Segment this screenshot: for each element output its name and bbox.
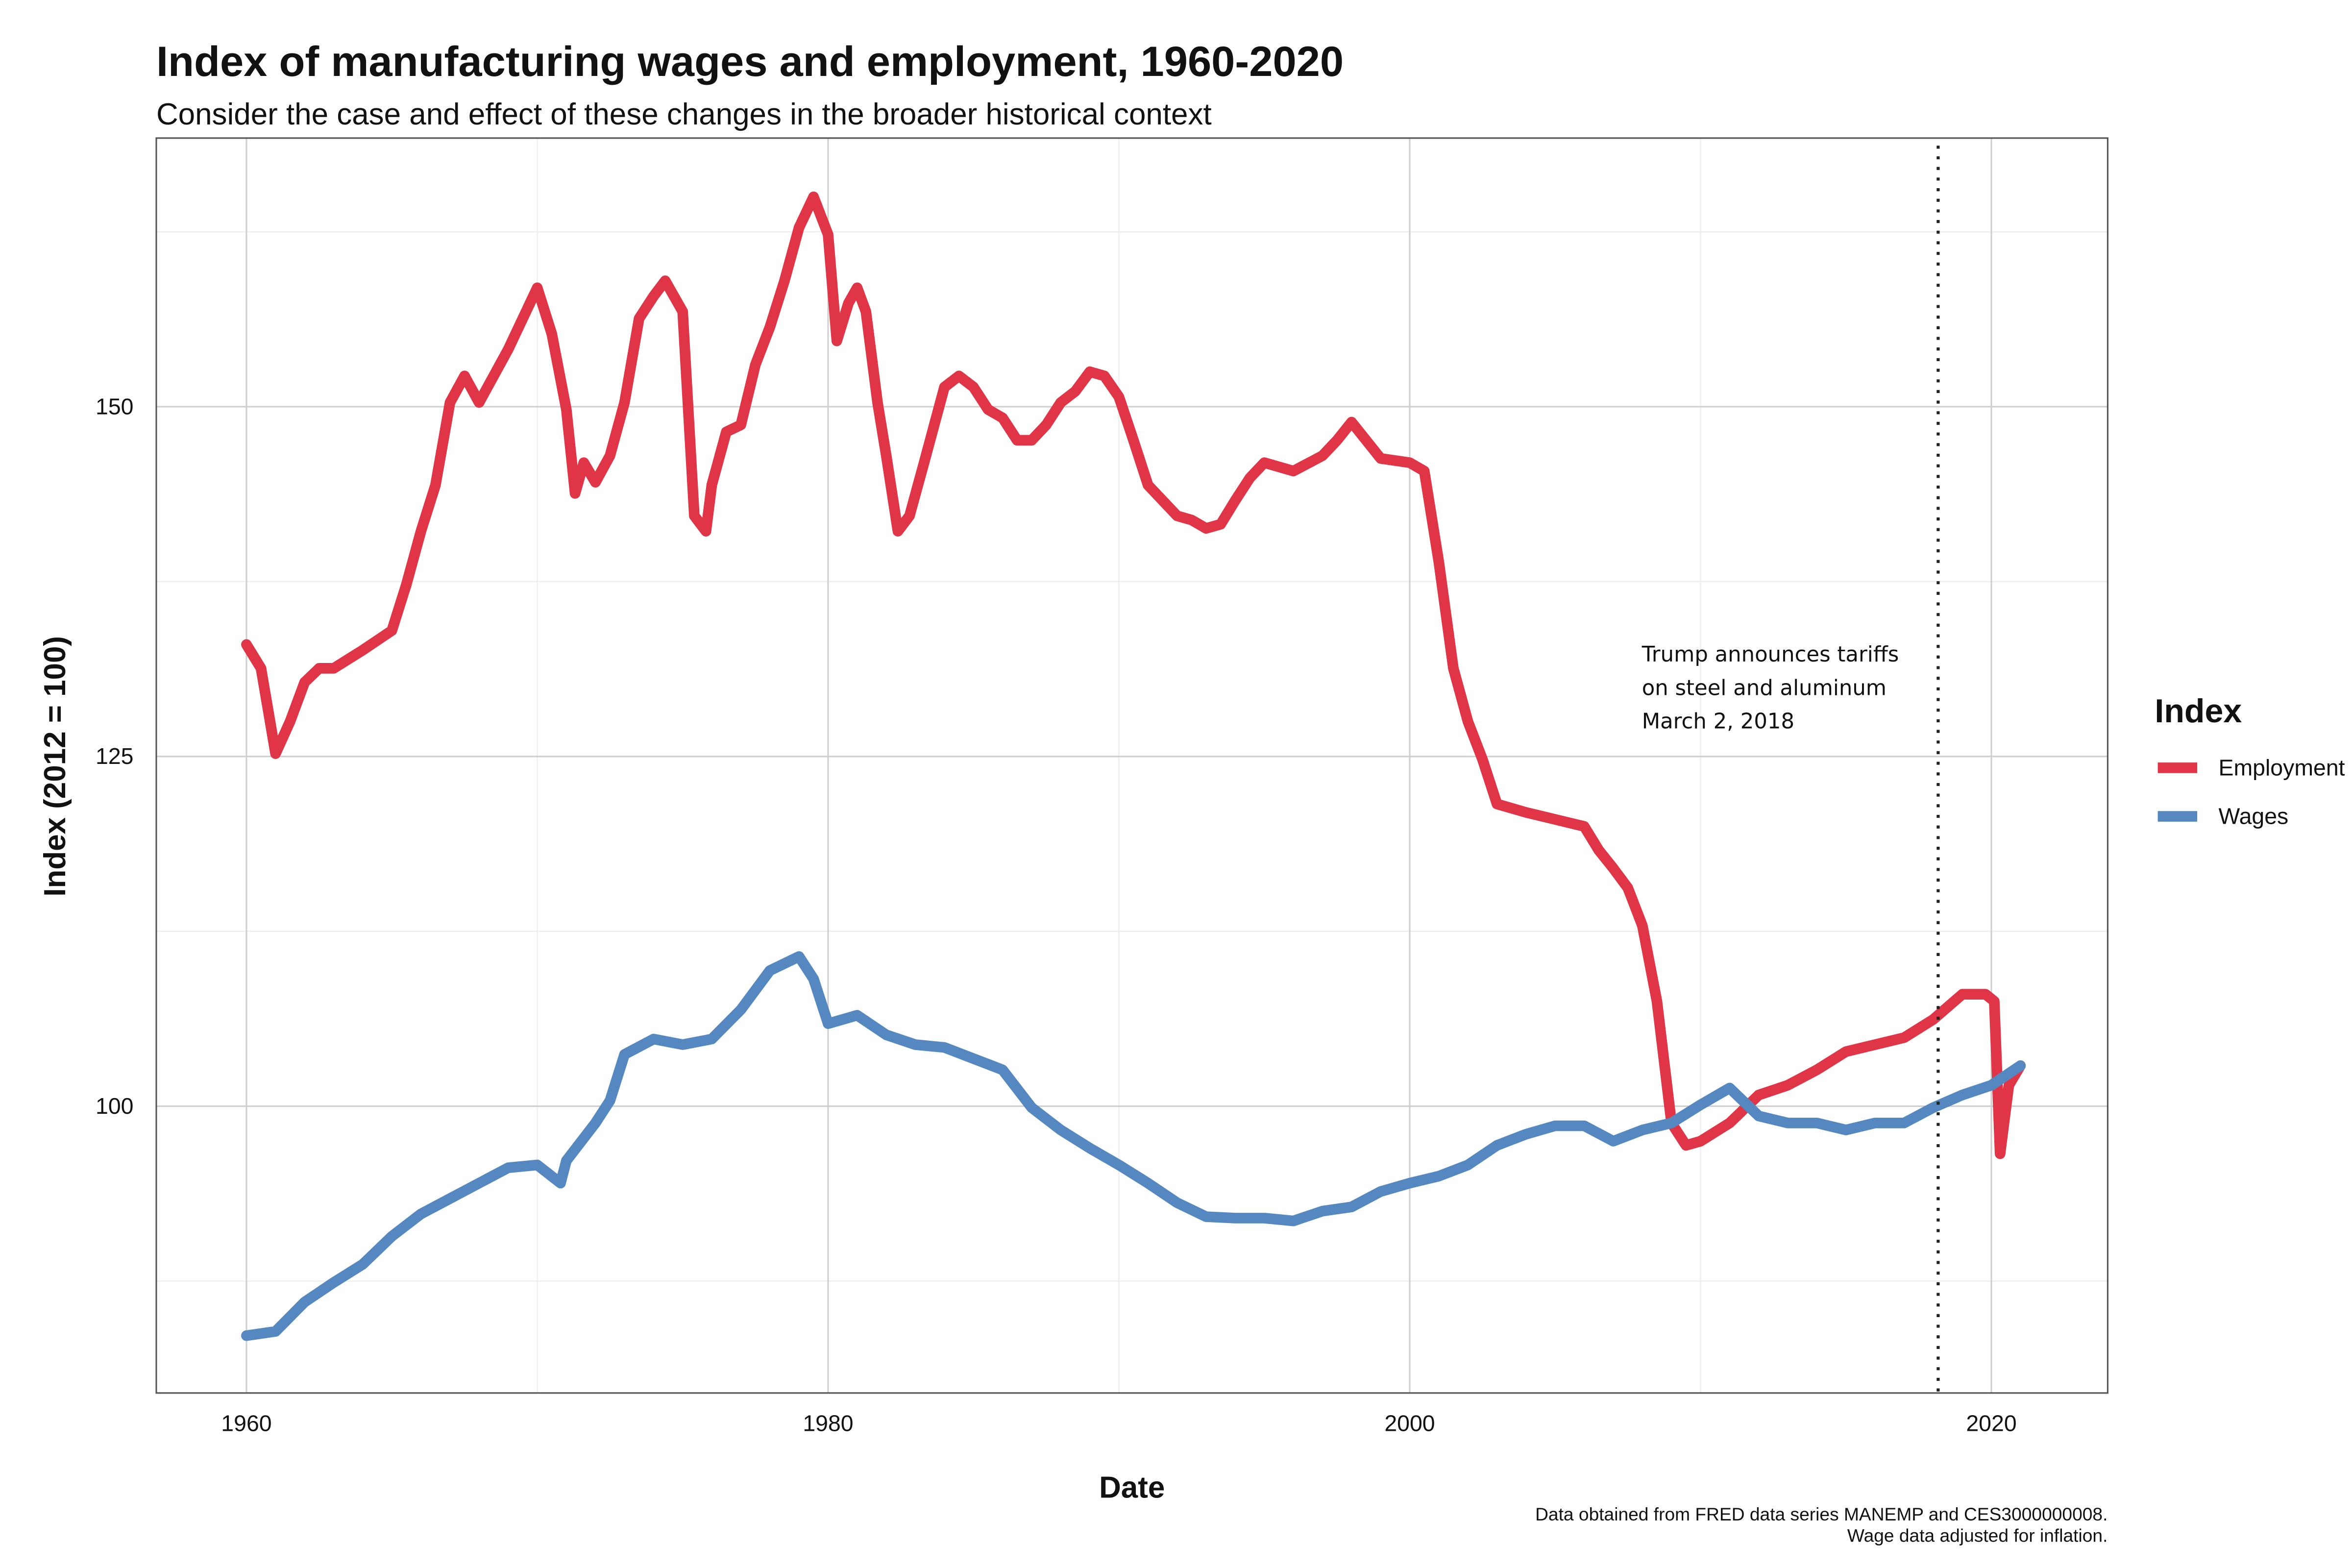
caption: Wage data adjusted for inflation. bbox=[1847, 1525, 2108, 1545]
x-tick-label: 1980 bbox=[803, 1410, 853, 1436]
legend-label: Employment bbox=[2218, 755, 2345, 780]
y-axis-label: Index (2012 = 100) bbox=[38, 636, 72, 897]
x-axis-label: Date bbox=[1099, 1471, 1165, 1505]
caption: Data obtained from FRED data series MANE… bbox=[1535, 1504, 2107, 1524]
legend-label: Wages bbox=[2218, 804, 2288, 829]
x-tick-label: 2000 bbox=[1384, 1410, 1435, 1436]
chart-subtitle: Consider the case and effect of these ch… bbox=[156, 98, 1212, 131]
x-tick-label: 2020 bbox=[1966, 1410, 2016, 1436]
y-tick-label: 150 bbox=[96, 393, 133, 419]
x-tick-label: 1960 bbox=[221, 1410, 271, 1436]
y-tick-label: 125 bbox=[96, 743, 133, 769]
annotation: on steel and aluminum bbox=[1642, 676, 1886, 700]
legend-title: Index bbox=[2155, 692, 2242, 730]
data-line bbox=[241, 191, 2026, 1159]
data-line bbox=[241, 951, 2026, 1341]
plot-border bbox=[155, 137, 2108, 1394]
y-tick-label: 100 bbox=[96, 1093, 133, 1119]
annotation: Trump announces tariffs bbox=[1642, 642, 1899, 667]
chart-title: Index of manufacturing wages and employm… bbox=[156, 38, 1344, 85]
annotation: March 2, 2018 bbox=[1642, 709, 1794, 734]
